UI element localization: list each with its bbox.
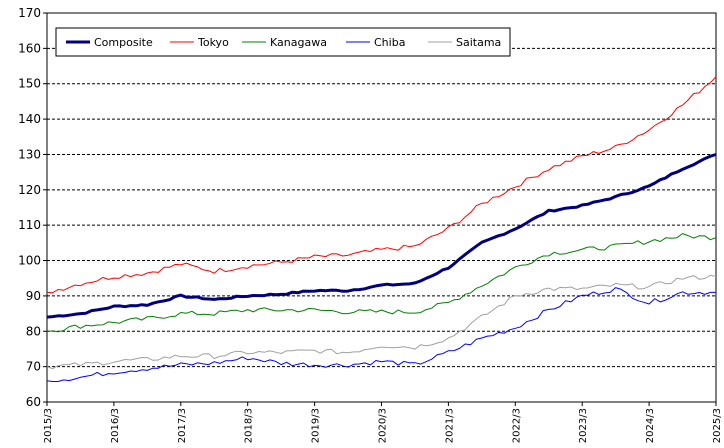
y-tick-label: 60	[26, 395, 41, 409]
x-tick-label: 2025/3	[712, 408, 723, 443]
y-axis: 60 70 80 90 100 110 120 130 140 150 160 170	[18, 6, 47, 409]
y-tick-label: 130	[18, 147, 41, 161]
legend-label-chiba: Chiba	[374, 36, 405, 49]
x-tick-label: 2022/3	[511, 408, 522, 443]
y-tick-label: 150	[18, 77, 41, 91]
legend-label-composite: Composite	[94, 36, 153, 49]
series-line-composite	[46, 153, 717, 319]
x-tick-label: 2024/3	[645, 408, 656, 443]
y-tick-label: 80	[26, 324, 41, 338]
legend-label-tokyo: Tokyo	[197, 36, 229, 49]
x-tick-label: 2020/3	[378, 408, 389, 443]
series-line-saitama	[46, 274, 717, 370]
y-tick-label: 120	[18, 183, 41, 197]
series-lines	[46, 76, 717, 382]
plot-frame	[46, 12, 717, 403]
legend-label-kanagawa: Kanagawa	[270, 36, 327, 49]
x-tick-label: 2018/3	[244, 408, 255, 443]
series-line-chiba	[46, 287, 716, 382]
y-tick-label: 140	[18, 112, 41, 126]
x-axis: 2015/3 2016/3 2017/3 2018/3 2019/3 2020/3 2021…	[43, 402, 723, 443]
y-tick-label: 110	[18, 218, 41, 232]
x-tick-label: 2021/3	[444, 408, 455, 443]
y-tick-label: 160	[18, 41, 41, 55]
x-tick-label: 2023/3	[578, 408, 589, 443]
y-tick-label: 170	[18, 6, 41, 20]
y-tick-label: 100	[18, 254, 41, 268]
x-tick-label: 2017/3	[177, 408, 188, 443]
legend-label-saitama: Saitama	[456, 36, 501, 49]
y-tick-label: 90	[26, 289, 41, 303]
x-tick-label: 2015/3	[43, 408, 54, 443]
x-tick-label: 2016/3	[110, 408, 121, 443]
legend: Composite Tokyo Kanagawa Chiba Saitama	[55, 27, 511, 57]
series-line-tokyo	[46, 76, 717, 294]
x-tick-label: 2019/3	[311, 408, 322, 443]
y-tick-label: 70	[26, 360, 41, 374]
series-line-kanagawa	[46, 233, 717, 333]
gridlines	[46, 12, 717, 403]
